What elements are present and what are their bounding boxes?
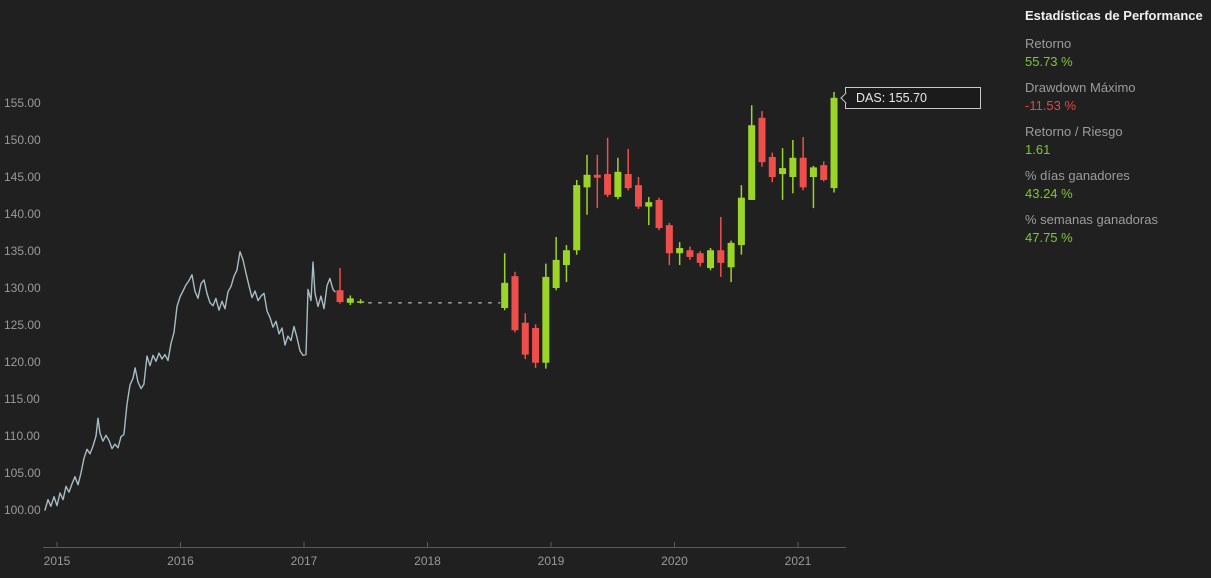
tooltip-text: DAS: 155.70 — [856, 90, 927, 105]
stat-item-2: Retorno / Riesgo 1.61 — [1025, 124, 1207, 158]
stat-value: 47.75 % — [1025, 230, 1073, 245]
stat-value: 55.73 % — [1025, 54, 1073, 69]
y-tick-label: 105.00 — [4, 466, 41, 480]
candle-2019-10[interactable] — [645, 202, 653, 207]
y-tick-label: 125.00 — [4, 318, 41, 332]
candle-2020-01[interactable] — [676, 248, 684, 254]
y-tick-label: 140.00 — [4, 207, 41, 221]
candle-2021-01[interactable] — [799, 157, 807, 188]
candle-2018-12[interactable] — [542, 276, 550, 363]
y-tick-label: 115.00 — [4, 392, 40, 406]
stat-item-4: % semanas ganadoras 47.75 % — [1025, 212, 1207, 246]
stat-label: Retorno / Riesgo — [1025, 124, 1123, 139]
x-tick-label: 2020 — [661, 554, 688, 568]
candle-2020-04[interactable] — [707, 250, 715, 269]
stat-item-1: Drawdown Máximo -11.53 % — [1025, 80, 1207, 114]
candle-2019-05[interactable] — [593, 174, 601, 178]
y-tick-label: 120.00 — [4, 355, 41, 369]
candle-2017-04[interactable] — [336, 290, 344, 303]
stats-item-list: Retorno 55.73 % Drawdown Máximo -11.53 % Ret… — [1025, 36, 1207, 246]
y-axis: 100.00 105.00 110.00 115.00 120.00 125.00 130.… — [4, 96, 41, 517]
candle-2017-05[interactable] — [346, 298, 354, 303]
candle-2018-09[interactable] — [511, 276, 519, 331]
candle-2020-12[interactable] — [789, 157, 797, 177]
stats-panel-title: Estadísticas de Performance — [1025, 8, 1203, 23]
price-chart-canvas[interactable]: 100.00 105.00 110.00 115.00 120.00 125.00 130.… — [0, 0, 1010, 578]
candle-2021-03[interactable] — [820, 165, 828, 180]
x-tick-label: 2018 — [414, 554, 441, 568]
candle-2019-02[interactable] — [562, 250, 570, 266]
candle-series — [336, 91, 838, 369]
y-tick-label: 145.00 — [4, 170, 41, 184]
stat-value: 43.24 % — [1025, 186, 1073, 201]
stat-item-3: % días ganadores 43.24 % — [1025, 168, 1207, 202]
y-tick-label: 130.00 — [4, 281, 41, 295]
candle-2020-02[interactable] — [686, 250, 694, 257]
stat-label: Drawdown Máximo — [1025, 80, 1136, 95]
candle-2020-06[interactable] — [727, 242, 735, 268]
y-tick-label: 150.00 — [4, 133, 41, 147]
candle-2020-03[interactable] — [696, 253, 704, 263]
candle-2021-04[interactable] — [830, 97, 838, 189]
x-axis: 2015 2016 2017 2018 2019 2020 2021 — [43, 542, 846, 568]
price-tooltip: DAS: 155.70 — [845, 86, 982, 109]
x-tick-label: 2019 — [538, 554, 565, 568]
x-tick-label: 2015 — [44, 554, 71, 568]
line-series — [44, 251, 336, 511]
y-tick-label: 135.00 — [4, 244, 41, 258]
candle-2020-08[interactable] — [748, 125, 756, 200]
candle-2019-09[interactable] — [634, 185, 642, 207]
stat-value: 1.61 — [1025, 142, 1051, 157]
candle-2019-06[interactable] — [604, 174, 612, 195]
candle-2018-08[interactable] — [501, 282, 509, 308]
candle-2019-03[interactable] — [573, 185, 581, 251]
x-tick-label: 2016 — [167, 554, 194, 568]
candle-2020-11[interactable] — [779, 168, 787, 175]
candle-2017-06[interactable] — [357, 301, 365, 303]
stat-label: % días ganadores — [1025, 168, 1130, 183]
candle-2019-04[interactable] — [583, 174, 591, 188]
stat-value: -11.53 % — [1025, 98, 1077, 113]
candle-2020-10[interactable] — [768, 157, 776, 177]
x-tick-label: 2021 — [785, 554, 812, 568]
stat-label: Retorno — [1025, 36, 1072, 51]
candle-2021-02[interactable] — [809, 167, 817, 177]
candle-2019-11[interactable] — [655, 199, 663, 229]
y-tick-label: 155.00 — [4, 96, 41, 110]
stat-item-0: Retorno 55.73 % — [1025, 36, 1207, 70]
candle-2019-12[interactable] — [665, 225, 673, 254]
y-tick-label: 100.00 — [4, 503, 41, 517]
candle-2019-07[interactable] — [614, 171, 622, 197]
candle-2018-11[interactable] — [532, 327, 540, 363]
candle-2020-07[interactable] — [737, 197, 745, 246]
candle-2019-08[interactable] — [624, 174, 632, 189]
x-tick-label: 2017 — [291, 554, 318, 568]
performance-stats-panel: Estadísticas de Performance Retorno 55.73… — [1025, 8, 1207, 256]
candle-2018-10[interactable] — [521, 322, 529, 355]
candle-2020-09[interactable] — [758, 117, 766, 163]
candle-2020-05[interactable] — [717, 250, 725, 263]
stat-label: % semanas ganadoras — [1025, 212, 1158, 227]
y-tick-label: 110.00 — [4, 429, 40, 443]
candle-2019-01[interactable] — [552, 259, 560, 288]
